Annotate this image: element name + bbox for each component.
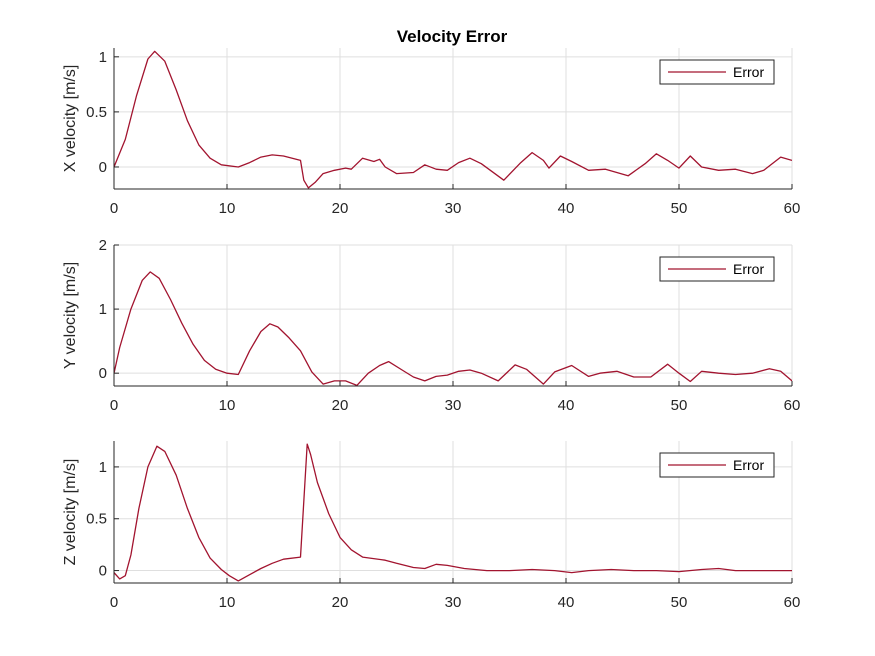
- series-line-error: [114, 50, 792, 189]
- subplot-3: 0 10 20 30 40 50 60 0 0.5 1 Z velocity [m/s] Error: [62, 441, 800, 611]
- figure-title: Velocity Error: [397, 27, 508, 46]
- x-tick-label: 20: [332, 200, 349, 217]
- y-axis-label: X velocity [m/s]: [62, 65, 79, 173]
- subplot-2: 0 10 20 30 40 50 60 0 1 2 Y velocity [m/s] Error: [62, 237, 800, 414]
- x-tick-label: 30: [445, 594, 462, 611]
- x-tick-label: 60: [784, 397, 801, 414]
- x-tick-label: 30: [445, 397, 462, 414]
- series-line-error: [114, 271, 792, 386]
- x-tick-label: 20: [332, 594, 349, 611]
- x-tick-label: 50: [671, 200, 688, 217]
- y-axis-label: Y velocity [m/s]: [62, 262, 79, 369]
- x-tick-label: 0: [110, 594, 118, 611]
- subplot-1: 0 10 20 30 40 50 60 0 0.5 1 X velocity [m/s] Error: [62, 48, 800, 217]
- x-tick-label: 20: [332, 397, 349, 414]
- legend: Error: [659, 59, 775, 85]
- x-tick-label: 30: [445, 200, 462, 217]
- x-tick-label: 10: [219, 200, 236, 217]
- x-tick-label: 40: [558, 594, 575, 611]
- x-tick-label: 10: [219, 397, 236, 414]
- x-tick-label: 0: [110, 397, 118, 414]
- series-line-error: [114, 443, 792, 582]
- x-tick-label: 50: [671, 594, 688, 611]
- x-tick-label: 40: [558, 200, 575, 217]
- legend-label: Error: [733, 64, 764, 80]
- y-tick-label: 0: [99, 563, 107, 580]
- y-tick-label: 1: [99, 49, 107, 66]
- y-tick-label: 2: [99, 237, 107, 254]
- x-tick-label: 60: [784, 594, 801, 611]
- x-tick-label: 0: [110, 200, 118, 217]
- legend-label: Error: [733, 457, 764, 473]
- y-tick-label: 0: [99, 365, 107, 382]
- x-tick-label: 10: [219, 594, 236, 611]
- legend: Error: [659, 256, 775, 282]
- legend: Error: [659, 452, 775, 478]
- x-tick-label: 40: [558, 397, 575, 414]
- x-tick-label: 60: [784, 200, 801, 217]
- y-tick-label: 0: [99, 159, 107, 176]
- y-axis-label: Z velocity [m/s]: [62, 459, 79, 566]
- legend-label: Error: [733, 261, 764, 277]
- y-tick-label: 1: [99, 301, 107, 318]
- y-tick-label: 0.5: [86, 104, 107, 121]
- y-tick-label: 0.5: [86, 511, 107, 528]
- y-tick-label: 1: [99, 459, 107, 476]
- x-tick-label: 50: [671, 397, 688, 414]
